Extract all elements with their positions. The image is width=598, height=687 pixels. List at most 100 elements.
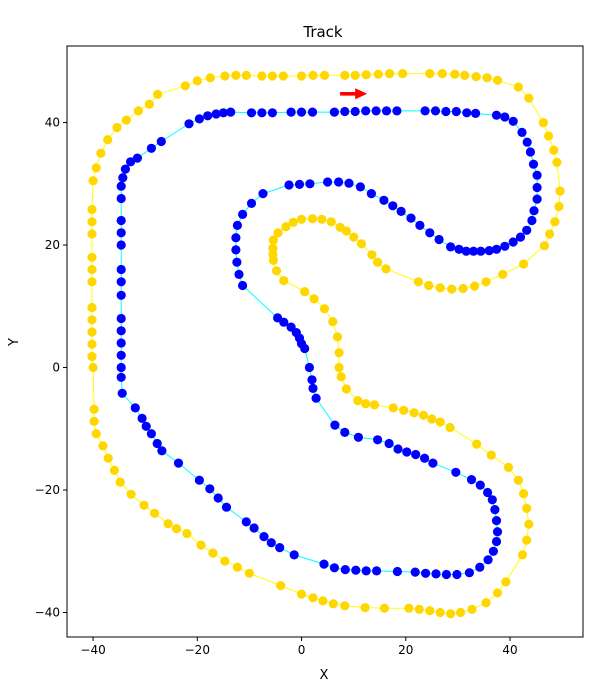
outer-boundary-point <box>481 277 491 287</box>
outer-boundary-point <box>171 524 182 534</box>
outer-boundary-point <box>87 351 97 362</box>
inner-boundary-point <box>483 555 493 565</box>
inner-boundary-point <box>203 111 213 121</box>
y-axis: −40 −20 0 20 40 <box>35 116 67 620</box>
inner-boundary-point <box>307 375 317 385</box>
outer-boundary-point <box>481 598 491 608</box>
outer-boundary-point <box>308 593 318 603</box>
inner-boundary-point <box>226 107 236 117</box>
outer-boundary-point <box>87 277 97 287</box>
outer-boundary-point <box>319 304 330 314</box>
inner-boundary-point <box>117 388 127 398</box>
outer-boundary-point <box>87 302 97 313</box>
outer-boundary-point <box>472 439 482 449</box>
inner-boundary-point <box>221 502 232 512</box>
outer-boundary-point <box>180 81 190 91</box>
inner-boundary-point <box>452 569 462 580</box>
inner-boundary-point <box>334 177 344 187</box>
outer-boundary-point <box>414 604 424 615</box>
outer-boundary-point <box>268 235 278 245</box>
outer-boundary-point <box>356 239 367 249</box>
inner-boundary-point <box>384 438 394 449</box>
inner-boundary-point <box>372 566 382 576</box>
outer-boundary-point <box>220 556 230 566</box>
outer-boundary-point <box>539 241 550 251</box>
inner-boundary-point <box>311 393 321 403</box>
outer-boundary-point <box>271 266 282 276</box>
outer-boundary-point <box>87 217 97 227</box>
outer-boundary-point <box>281 222 291 232</box>
outer-boundary-point <box>501 577 511 587</box>
inner-boundary-point <box>340 106 350 117</box>
inner-boundary-point <box>430 106 441 116</box>
outer-boundary-point <box>153 89 163 99</box>
outer-boundary-point <box>341 384 351 394</box>
inner-boundary-point <box>323 177 333 187</box>
outer-boundary-point <box>424 280 434 291</box>
outer-boundary-point <box>388 403 398 413</box>
outer-boundary-point <box>88 176 98 186</box>
outer-boundary-point <box>115 477 125 487</box>
outer-boundary-point <box>471 72 481 82</box>
inner-boundary-point <box>431 569 441 579</box>
y-tick-label: 0 <box>52 361 60 375</box>
outer-boundary-point <box>87 229 97 239</box>
outer-boundary-point <box>486 450 496 460</box>
inner-boundary-point <box>137 413 147 423</box>
inner-boundary-point <box>120 164 130 174</box>
inner-boundary-point <box>116 277 126 287</box>
outer-boundary-point <box>87 264 97 275</box>
outer-boundary-point <box>446 609 456 619</box>
inner-boundary-point <box>410 567 420 577</box>
outer-boundary-point <box>447 284 457 294</box>
outer-boundary-point <box>241 70 251 80</box>
outer-boundary-point <box>404 603 414 613</box>
outer-boundary-point <box>367 250 377 260</box>
outer-boundary-point <box>435 283 445 293</box>
outer-boundary-point <box>273 228 283 238</box>
outer-boundary-point <box>150 508 160 518</box>
inner-boundary-point <box>441 569 451 580</box>
outer-boundary-point <box>437 69 447 79</box>
inner-boundary-point <box>307 107 318 117</box>
inner-boundary-point <box>238 280 248 291</box>
inner-boundary-point <box>353 432 363 442</box>
inner-boundary-point <box>329 107 339 117</box>
outer-boundary-point <box>409 408 419 418</box>
inner-boundary-point <box>379 195 389 205</box>
inner-boundary-point <box>527 215 537 226</box>
outer-boundary-point <box>208 548 218 558</box>
inner-boundary-point <box>344 178 354 188</box>
outer-boundary-point <box>205 73 215 83</box>
inner-boundary-point <box>156 136 166 147</box>
inner-boundary-point <box>157 446 167 456</box>
outer-boundary-point <box>231 70 241 80</box>
inner-boundary-point <box>476 246 486 256</box>
inner-boundary-point <box>515 232 526 242</box>
outer-boundary-point <box>103 453 113 463</box>
outer-boundary-point <box>427 414 437 424</box>
inner-boundary-point <box>300 343 310 354</box>
outer-boundary-point <box>336 372 346 382</box>
outer-boundary-point <box>278 71 288 81</box>
outer-boundary-point <box>109 465 119 475</box>
outer-boundary-point <box>98 441 108 451</box>
outer-boundary-point <box>192 76 202 86</box>
outer-boundary-point <box>482 73 492 83</box>
inner-boundary-point <box>249 523 259 533</box>
inner-boundary-point <box>232 220 242 230</box>
y-tick-label: 40 <box>45 116 60 130</box>
outer-boundary-point <box>492 588 503 598</box>
inner-boundary-point <box>116 372 126 382</box>
outer-boundary-point <box>545 229 555 239</box>
inner-boundary-point <box>284 180 294 190</box>
inner-boundary-point <box>350 106 360 117</box>
inner-boundary-point <box>492 527 503 537</box>
y-tick-label: 20 <box>45 238 60 252</box>
outer-boundary-point <box>121 115 131 125</box>
inner-boundary-point <box>491 536 502 547</box>
outer-boundary-point <box>398 69 408 79</box>
inner-boundary-point <box>528 159 539 169</box>
inner-boundary-point <box>491 244 502 254</box>
outer-boundary-point <box>458 283 468 294</box>
